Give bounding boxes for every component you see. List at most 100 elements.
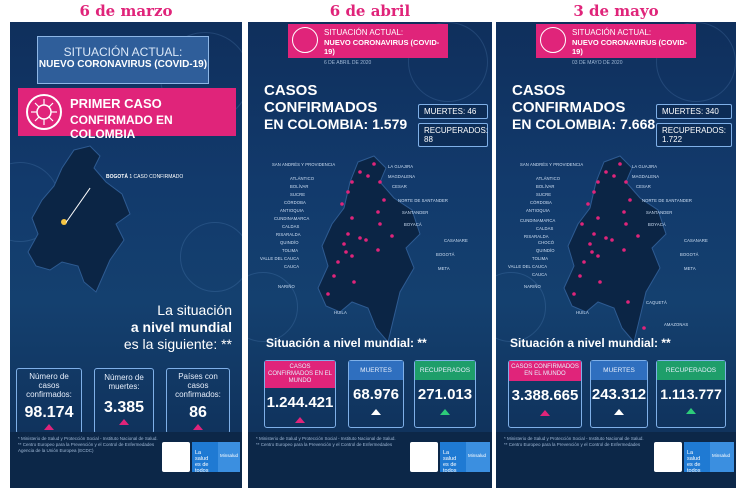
coat-of-arms-logo	[654, 442, 682, 472]
title-box: SITUACIÓN ACTUAL: NUEVO CORONAVIRUS (COV…	[288, 24, 448, 58]
dept-label: TOLIMA	[282, 248, 298, 253]
dept-label: SANTANDER	[402, 210, 428, 215]
coat-of-arms-logo	[162, 442, 190, 472]
world-intro: La situación a nivel mundial es la sigui…	[124, 302, 232, 353]
date-label: 6 DE ABRIL DE 2020	[324, 60, 371, 66]
stat-label: RECUPERADOS	[415, 361, 475, 380]
dept-label: SUCRE	[536, 192, 551, 197]
dept-label: CUNDINAMARCA	[274, 216, 309, 221]
dept-label: CAUCA	[532, 272, 547, 277]
dept-label: BOYACÁ	[404, 222, 422, 227]
world-line2: a nivel mundial	[124, 319, 232, 336]
dept-label: META	[684, 266, 696, 271]
stat-muertes-mundo: Número de muertes: 3.385	[94, 368, 154, 434]
dept-label: BOYACÁ	[648, 222, 666, 227]
coat-of-arms-logo	[410, 442, 438, 472]
title-box: SITUACIÓN ACTUAL: NUEVO CORONAVIRUS (COV…	[536, 24, 696, 58]
minsalud-logo: Minsalud	[466, 442, 490, 472]
dept-label: CAQUETÁ	[646, 300, 667, 305]
dept-label: TOLIMA	[532, 256, 548, 261]
stat-value: 3.388.665	[509, 387, 581, 404]
dept-label: NARIÑO	[524, 284, 541, 289]
dept-label: RISARALDA	[524, 234, 549, 239]
footer: * Ministerio de Salud y Protección Socia…	[248, 432, 492, 488]
stat-label: Número de casos confirmados:	[17, 369, 81, 402]
footer: * Ministerio de Salud y Protección Socia…	[496, 432, 736, 488]
salud-logo: La salud es de todos	[684, 442, 710, 472]
banner-line1: PRIMER CASO	[70, 96, 162, 111]
dept-label: SAN ANDRÉS Y PROVIDENCIA	[272, 162, 335, 167]
dept-label: CÓRDOBA	[284, 200, 306, 205]
colombia-map	[12, 142, 142, 302]
title-line1: SITUACIÓN ACTUAL:	[572, 28, 651, 37]
date-label: 03 DE MAYO DE 2020	[572, 60, 623, 66]
colombia-map	[554, 152, 674, 352]
dept-label: CHOCÓ	[538, 240, 554, 245]
world-title: Situación a nivel mundial: **	[510, 336, 671, 350]
dept-label: NORTE DE SANTANDER	[398, 198, 448, 203]
stat-value: 98.174	[17, 404, 81, 422]
banner-line2: CONFIRMADO EN COLOMBIA	[70, 113, 236, 141]
casos-line1: CASOS	[264, 82, 407, 99]
stat-muertes-mundo: MUERTES 68.976	[348, 360, 404, 428]
stat-casos-mundo: CASOS CONFIRMADOS EN EL MUNDO 1.244.421	[264, 360, 336, 428]
dept-label: LA GUAJIRA	[388, 164, 413, 169]
stat-recuperados-mundo: RECUPERADOS 271.013	[414, 360, 476, 428]
stat-label: MUERTES	[349, 361, 403, 380]
casos-line3: EN COLOMBIA: 1.579	[264, 116, 407, 133]
muertes-box: MUERTES: 340	[656, 104, 732, 119]
casos-line2: CONFIRMADOS	[512, 99, 655, 116]
title-line2: NUEVO CORONAVIRUS (COVID-19)	[572, 38, 696, 56]
stat-value: 68.976	[349, 386, 403, 403]
first-case-banner: PRIMER CASO CONFIRMADO EN COLOMBIA	[18, 88, 236, 136]
dept-label: RISARALDA	[276, 232, 301, 237]
stat-casos-mundo: CASOS CONFIRMADOS EN EL MUNDO 3.388.665	[508, 360, 582, 428]
footnotes: * Ministerio de Salud y Protección Socia…	[18, 436, 158, 454]
stat-paises: Países con casos confirmados: 86	[166, 368, 230, 434]
casos-line2: CONFIRMADOS	[264, 99, 407, 116]
stat-value: 271.013	[415, 386, 475, 403]
dept-label: BOLÍVAR	[290, 184, 309, 189]
recuperados-box: RECUPERADOS: 88	[418, 123, 488, 147]
header-date-3: 3 de mayo	[496, 2, 736, 20]
footer: * Ministerio de Salud y Protección Socia…	[10, 432, 242, 488]
dept-label: CALDAS	[282, 224, 299, 229]
dept-label: QUINDÍO	[280, 240, 299, 245]
dept-label: CUNDINAMARCA	[520, 218, 555, 223]
dept-label: SUCRE	[290, 192, 305, 197]
dept-label: CAUCA	[284, 264, 299, 269]
stat-label: MUERTES	[591, 361, 647, 380]
stat-muertes-mundo: MUERTES 243.312	[590, 360, 648, 428]
dept-label: QUINDÍO	[536, 248, 555, 253]
casos-heading: CASOS CONFIRMADOS EN COLOMBIA: 1.579	[264, 82, 407, 133]
dept-label: MAGDALENA	[388, 174, 415, 179]
dept-label: META	[438, 266, 450, 271]
stat-label: CASOS CONFIRMADOS EN EL MUNDO	[265, 361, 335, 388]
dept-label: ATLÁNTICO	[290, 176, 314, 181]
title-line2: NUEVO CORONAVIRUS (COVID-19)	[324, 38, 448, 56]
dept-label: AMAZONAS	[664, 322, 688, 327]
dept-label: ANTIOQUIA	[280, 208, 304, 213]
dept-label: CESAR	[392, 184, 407, 189]
stat-label: Países con casos confirmados:	[167, 369, 229, 402]
stat-label: RECUPERADOS	[657, 361, 725, 380]
stat-recuperados-mundo: RECUPERADOS 1.113.777	[656, 360, 726, 428]
stat-value: 86	[167, 404, 229, 422]
dept-label: CÓRDOBA	[530, 200, 552, 205]
stat-value: 1.113.777	[657, 386, 725, 402]
title-box: SITUACIÓN ACTUAL: NUEVO CORONAVIRUS (COV…	[37, 36, 209, 84]
stat-label: Número de muertes:	[95, 369, 153, 395]
dept-label: HUILA	[334, 310, 347, 315]
salud-logo: La salud es de todos	[440, 442, 466, 472]
dept-label: CASANARE	[444, 238, 468, 243]
colombia-map	[308, 152, 428, 352]
dept-label: NORTE DE SANTANDER	[642, 198, 692, 203]
dept-label: ANTIOQUIA	[526, 208, 550, 213]
header-date-1: 6 de marzo	[10, 2, 242, 20]
dept-label: LA GUAJIRA	[632, 164, 657, 169]
header-date-2: 6 de abril	[248, 2, 492, 20]
infographic-panel-mayo: SITUACIÓN ACTUAL: NUEVO CORONAVIRUS (COV…	[496, 22, 736, 488]
dept-label: SAN ANDRÉS Y PROVIDENCIA	[520, 162, 583, 167]
stat-value: 243.312	[591, 386, 647, 403]
title-line1: SITUACIÓN ACTUAL:	[324, 28, 403, 37]
